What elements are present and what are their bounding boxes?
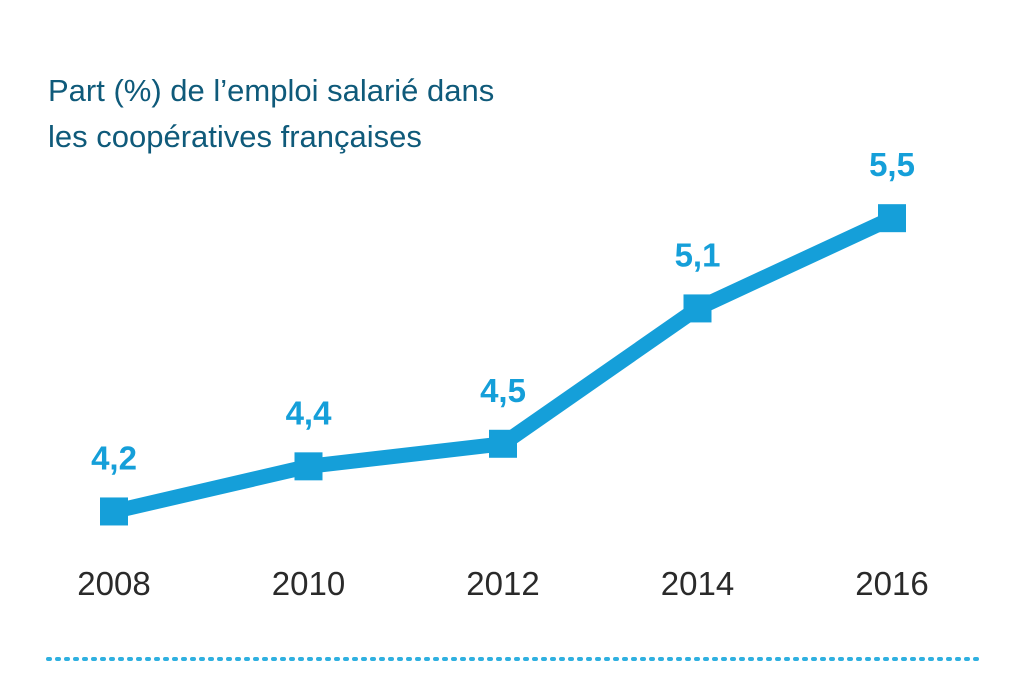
plot-area: 4,2 2008 4,4 2010 4,5 2012 5,1 2014 5,5 2016: [77, 146, 928, 602]
chart-title: Part (%) de l’emploi salarié dans les co…: [48, 73, 503, 154]
x-tick-label: 2008: [77, 565, 150, 602]
data-point-marker: [683, 294, 712, 323]
data-label: 4,4: [286, 394, 333, 431]
x-tick-label: 2016: [855, 565, 928, 602]
data-point-marker: [878, 204, 906, 233]
data-point-marker: [489, 429, 517, 458]
x-tick-label: 2010: [272, 565, 345, 602]
data-label: 5,1: [675, 236, 721, 273]
data-label: 5,5: [869, 146, 915, 183]
x-tick-label: 2014: [661, 565, 734, 602]
series-line: [112, 211, 896, 519]
chart-title-line-2: les coopératives françaises: [48, 119, 422, 154]
data-point-marker: [100, 497, 128, 526]
chart-title-line-1: Part (%) de l’emploi salarié dans: [48, 73, 494, 108]
x-tick-label: 2012: [466, 565, 539, 602]
data-label: 4,5: [480, 372, 526, 409]
data-point-marker: [294, 452, 323, 481]
data-label: 4,2: [91, 439, 137, 476]
